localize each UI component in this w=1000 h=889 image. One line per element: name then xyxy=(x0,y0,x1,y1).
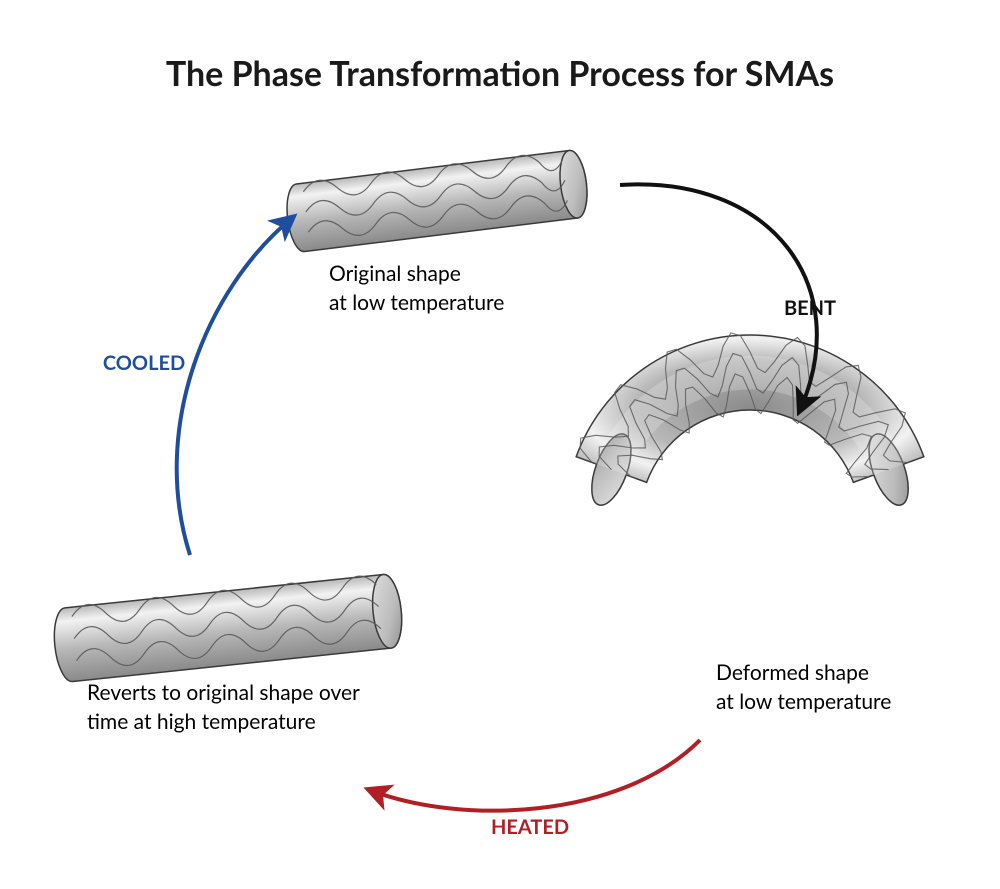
deformed-shape-label-2: at low temperature xyxy=(716,689,891,714)
heated-label: HEATED xyxy=(491,815,569,839)
cooled-label: COOLED xyxy=(103,351,185,375)
original-shape-label-1: Original shape xyxy=(329,261,461,286)
reverted-shape-label-1: Reverts to original shape over xyxy=(87,680,360,705)
deformed-shape-label-1: Deformed shape xyxy=(716,660,869,685)
original-shape xyxy=(283,148,590,253)
original-shape-label-2: at low temperature xyxy=(329,290,504,315)
reverted-shape xyxy=(51,572,405,683)
page-title: The Phase Transformation Process for SMA… xyxy=(166,53,834,94)
bent-label: BENT xyxy=(784,296,836,320)
cooled-arrow xyxy=(177,218,292,555)
reverted-shape-label-2: time at high temperature xyxy=(87,709,316,734)
heated-arrow xyxy=(370,740,700,811)
deformed-shape xyxy=(576,333,924,510)
